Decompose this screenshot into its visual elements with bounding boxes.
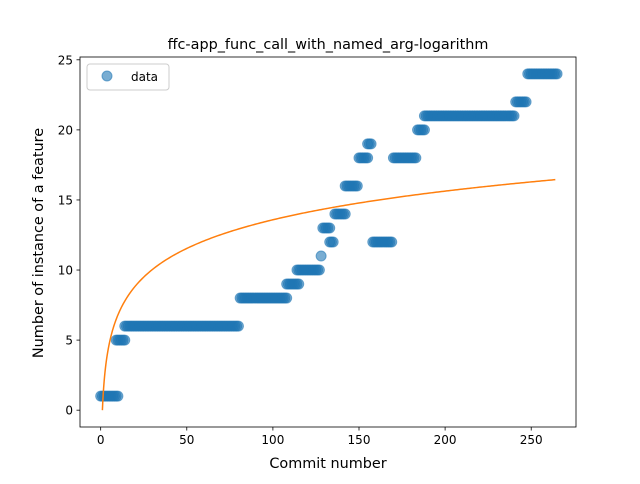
data-point [112, 390, 124, 402]
x-tick-label: 50 [179, 433, 194, 447]
data-point [324, 222, 336, 234]
data-point [313, 264, 325, 276]
plot-area [95, 68, 563, 411]
x-axis-label: Commit number [269, 456, 386, 472]
y-tick-label: 10 [58, 264, 73, 278]
data-point [351, 180, 363, 192]
data-point [410, 152, 422, 164]
data-point [508, 110, 520, 122]
x-tick-label: 200 [434, 433, 457, 447]
fit-curve [101, 178, 556, 411]
x-tick-label: 100 [261, 433, 284, 447]
data-point [327, 236, 339, 248]
chart-title: ffc-app_func_call_with_named_arg-logarit… [168, 37, 489, 53]
y-tick-label: 25 [58, 53, 73, 67]
data-point [386, 236, 398, 248]
data-point [520, 96, 532, 108]
y-tick-label: 5 [65, 334, 73, 348]
data-point [293, 278, 305, 290]
data-point [232, 320, 244, 332]
data-point [365, 138, 377, 150]
y-axis-label: Number of instance of a feature [31, 128, 47, 358]
data-point [551, 68, 563, 80]
x-tick-label: 0 [97, 433, 105, 447]
data-point [119, 334, 131, 346]
axes-frame [79, 56, 577, 428]
data-point [339, 208, 351, 220]
x-tick-label: 150 [348, 433, 371, 447]
legend-box [86, 63, 170, 91]
y-tick-label: 0 [65, 404, 73, 418]
axes: 0 50 100 150 200 250 0 5 10 15 20 25 [58, 53, 577, 447]
data-point [281, 292, 293, 304]
y-tick-label: 15 [58, 193, 73, 207]
legend: data [86, 63, 170, 91]
x-tick-label: 250 [520, 433, 543, 447]
data-point [315, 250, 327, 262]
data-point [362, 152, 374, 164]
y-tick-label: 20 [58, 123, 73, 137]
data-point [418, 124, 430, 136]
legend-label-data: data [131, 70, 158, 84]
legend-marker [101, 70, 113, 82]
